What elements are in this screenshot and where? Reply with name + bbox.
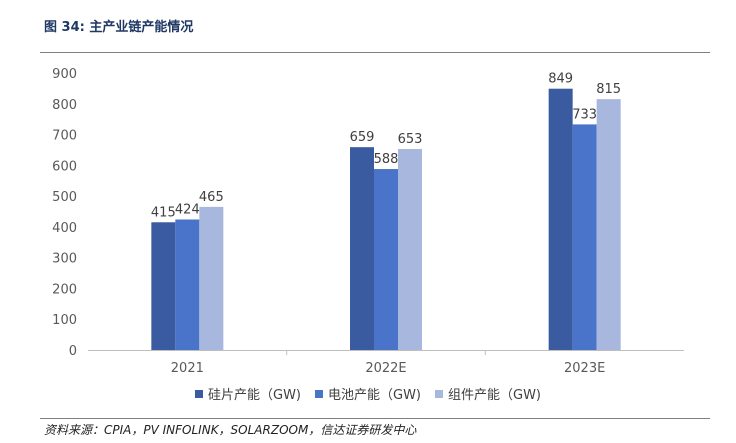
legend-label-wafer: 硅片产能（GW) — [208, 388, 301, 403]
data-label: 849 — [548, 72, 573, 87]
y-tick-label: 200 — [52, 282, 77, 297]
y-tick-label: 900 — [52, 67, 77, 82]
bar-chart: 0 100 200 300 400 500 600 700 800 900 2021 415 42446… — [52, 67, 684, 376]
bar — [374, 169, 398, 350]
bar — [398, 149, 422, 350]
data-label: 653 — [398, 132, 423, 147]
bottom-rule — [40, 418, 710, 419]
source-note: 资料来源：CPIA，PV INFOLINK，SOLARZOOM，信达证券研发中心 — [44, 423, 417, 437]
data-label: 415 — [151, 205, 176, 220]
data-label: 465 — [199, 190, 224, 205]
y-tick-label: 500 — [52, 190, 77, 205]
x-tick-label: 2021 — [171, 361, 204, 376]
y-tick-label: 400 — [52, 221, 77, 236]
legend-label-module: 组件产能（GW) — [448, 388, 541, 403]
y-tick-label: 300 — [52, 252, 77, 267]
legend-item-cell: 电池产能（GW) — [315, 384, 421, 403]
y-tick-label: 600 — [52, 159, 77, 174]
legend-item-module: 组件产能（GW) — [435, 384, 541, 403]
top-rule — [40, 52, 710, 53]
legend-label-cell: 电池产能（GW) — [328, 388, 421, 403]
bar — [596, 99, 621, 351]
bar — [350, 147, 374, 350]
figure-title: 图 34: 主产业链产能情况 — [44, 20, 194, 35]
x-tick-label: 2023E — [564, 361, 605, 376]
data-label: 733 — [572, 107, 597, 122]
data-label: 815 — [596, 82, 621, 97]
y-tick-label: 800 — [52, 98, 77, 113]
legend-swatch-wafer — [195, 389, 203, 398]
legend-swatch-module — [435, 389, 443, 398]
chart-legend: 硅片产能（GW) 电池产能（GW) 组件产能（GW) — [0, 384, 736, 403]
legend-swatch-cell — [315, 389, 323, 398]
y-tick-label: 700 — [52, 129, 77, 144]
data-label: 424 — [175, 203, 200, 218]
bar — [151, 222, 176, 350]
bar — [572, 124, 597, 350]
data-label: 588 — [374, 152, 399, 167]
legend-item-wafer: 硅片产能（GW) — [195, 384, 301, 403]
y-tick-label: 0 — [69, 344, 77, 359]
data-label: 659 — [350, 130, 375, 145]
bar — [199, 206, 224, 350]
x-tick-label: 2022E — [365, 361, 406, 376]
bar — [175, 219, 200, 350]
y-tick-label: 100 — [52, 313, 77, 328]
bar — [548, 88, 573, 351]
